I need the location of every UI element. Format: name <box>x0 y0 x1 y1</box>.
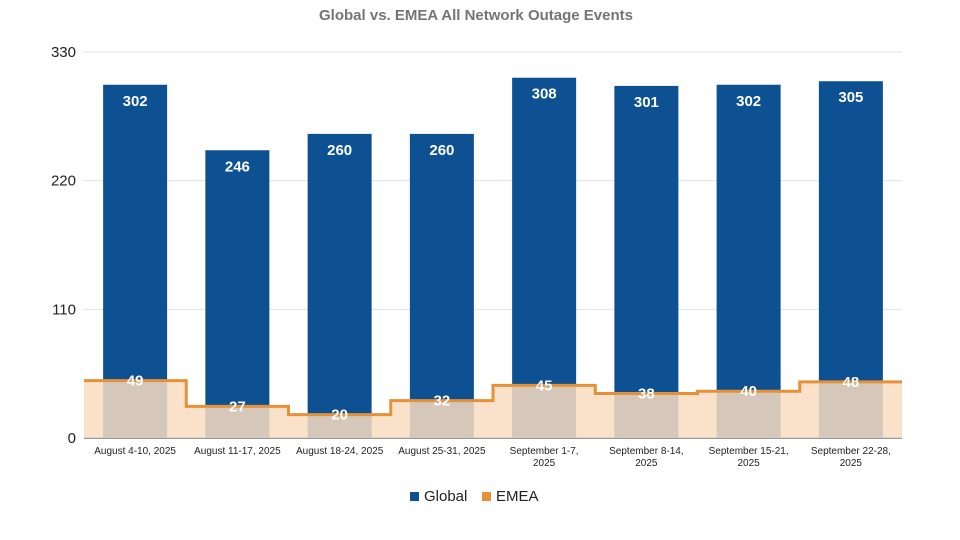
data-label-emea: 48 <box>843 374 860 391</box>
bar-global <box>716 84 781 438</box>
data-label-global: 260 <box>327 142 352 159</box>
data-label-global: 308 <box>532 86 557 103</box>
bar-global <box>614 85 679 439</box>
x-tick-label: 2025 <box>840 458 863 469</box>
x-tick-label: September 15-21, <box>709 446 789 457</box>
data-label-emea: 32 <box>434 393 451 410</box>
x-tick-label: September 22-28, <box>811 446 891 457</box>
legend-swatch-emea <box>482 492 491 501</box>
y-axis: 0 110 220 330 <box>51 44 76 447</box>
global-bars <box>103 77 883 439</box>
data-label-emea: 27 <box>229 398 246 415</box>
legend: Global EMEA <box>410 488 539 505</box>
bar-global <box>307 133 372 438</box>
data-label-global: 305 <box>838 89 863 106</box>
emea-step-line <box>84 379 902 417</box>
data-label-emea: 49 <box>127 373 144 390</box>
legend-swatch-global <box>410 492 419 501</box>
bar-global <box>818 81 883 438</box>
bar-global <box>512 77 577 438</box>
data-labels: 302 246 260 260 308 301 302 305 49 27 20 32 45 38 40 48 <box>123 86 864 424</box>
emea-area <box>84 379 902 438</box>
bar-global <box>205 150 270 438</box>
y-tick-label: 0 <box>68 430 76 447</box>
x-tick-label: September 1-7, <box>510 446 579 457</box>
data-label-emea: 45 <box>536 377 553 394</box>
y-tick-label: 220 <box>51 173 76 190</box>
x-tick-label: August 11-17, 2025 <box>194 446 281 457</box>
data-label-global: 302 <box>736 93 761 110</box>
bar-global <box>409 133 474 438</box>
data-label-global: 302 <box>123 93 148 110</box>
x-tick-label: September 8-14, <box>609 446 684 457</box>
legend-label-global: Global <box>424 488 467 505</box>
data-label-global: 246 <box>225 158 250 175</box>
x-tick-label: 2025 <box>738 458 761 469</box>
data-label-emea: 38 <box>638 386 655 403</box>
x-tick-label: August 18-24, 2025 <box>296 446 384 457</box>
x-tick-label: August 25-31, 2025 <box>398 446 486 457</box>
data-label-global: 301 <box>634 94 659 111</box>
bar-global <box>103 84 168 438</box>
y-tick-label: 330 <box>51 44 76 61</box>
x-axis: August 4-10, 2025 August 11-17, 2025 Augus… <box>94 446 891 469</box>
data-label-emea: 40 <box>740 383 757 400</box>
legend-label-emea: EMEA <box>496 488 539 505</box>
data-label-global: 260 <box>429 142 454 159</box>
chart-title: Global vs. EMEA All Network Outage Event… <box>319 7 633 24</box>
x-tick-label: August 4-10, 2025 <box>94 446 176 457</box>
x-tick-label: 2025 <box>533 458 556 469</box>
x-tick-label: 2025 <box>635 458 658 469</box>
data-label-emea: 20 <box>331 407 348 424</box>
y-tick-label: 110 <box>52 301 76 318</box>
